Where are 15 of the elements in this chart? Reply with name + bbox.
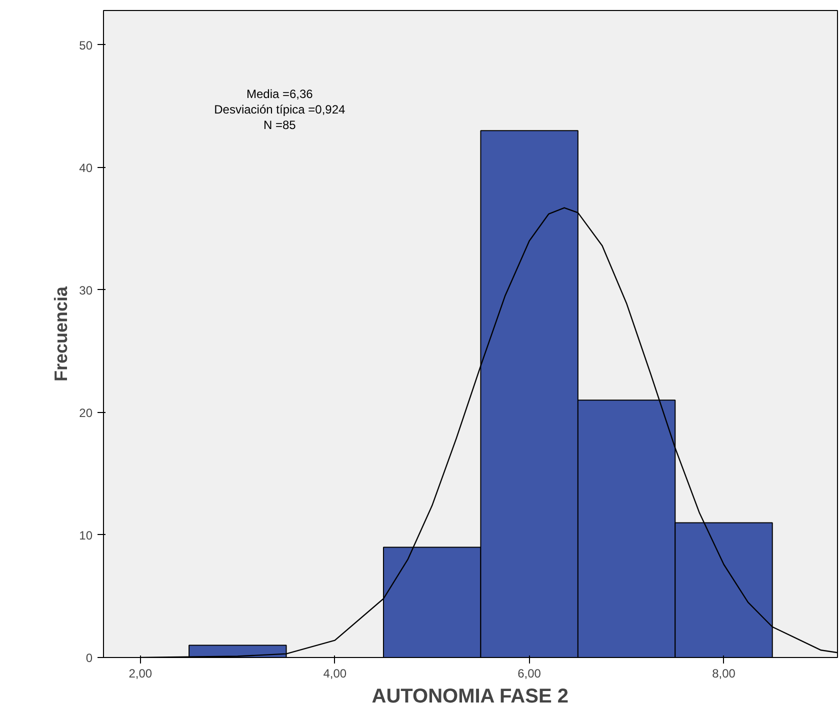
annotation: Desviación típica =0,924 xyxy=(214,102,346,117)
y-axis-title: Frecuencia xyxy=(51,285,72,382)
y-tick-label: 40 xyxy=(79,160,93,175)
y-tick-label: 10 xyxy=(79,528,93,542)
annotation: N =85 xyxy=(263,118,296,132)
y-tick-label: 20 xyxy=(79,406,93,420)
y-tick-label: 0 xyxy=(86,651,93,665)
y-tick-label: 30 xyxy=(79,283,93,298)
annotation: Media =6,36 xyxy=(246,87,314,102)
x-axis-title: AUTONOMIA FASE 2 xyxy=(372,686,568,708)
x-tick-label: 6,00 xyxy=(518,666,542,680)
x-tick-label: 4,00 xyxy=(323,666,347,680)
y-tick-label: 50 xyxy=(79,38,93,52)
x-tick-label: 2,00 xyxy=(128,666,152,680)
x-tick-label: 8,00 xyxy=(712,666,736,680)
